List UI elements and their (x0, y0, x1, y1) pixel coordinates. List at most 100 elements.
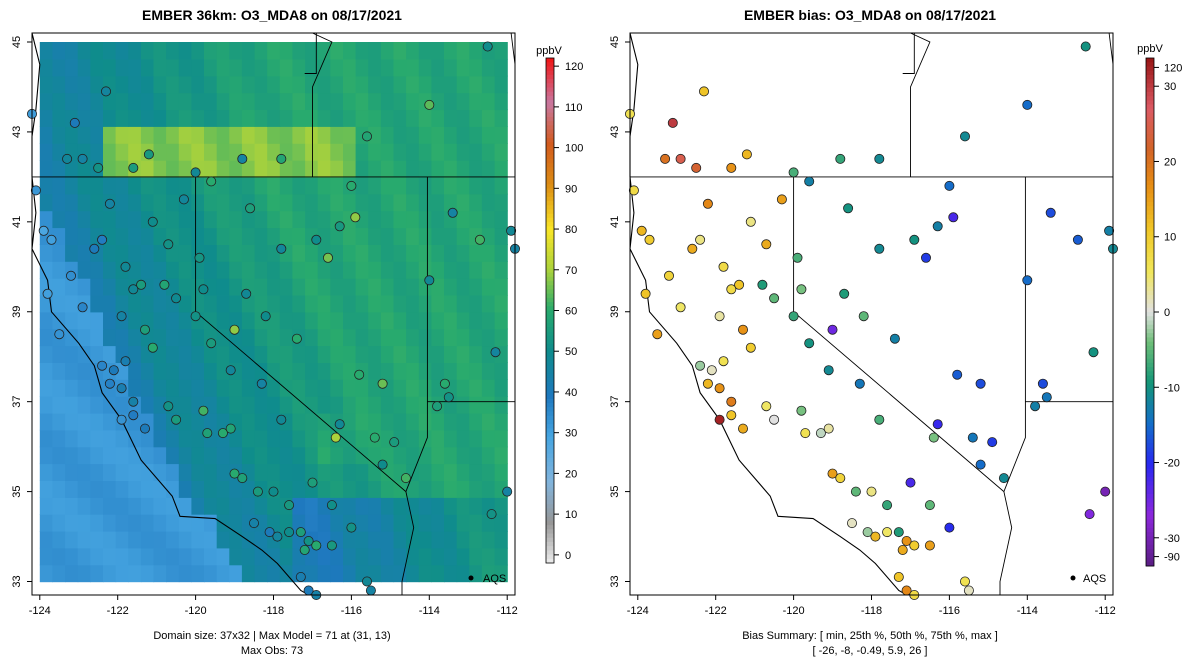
colorbar-tick-label: -20 (1164, 458, 1180, 470)
heatmap-cell (469, 109, 483, 127)
heatmap-cell (481, 278, 496, 296)
heatmap-cell (52, 547, 66, 566)
heatmap-cell (406, 328, 420, 347)
heatmap-cell (494, 379, 508, 397)
heatmap-cell (469, 463, 483, 481)
heatmap-cell (39, 412, 53, 431)
heatmap-cell (204, 463, 218, 481)
heatmap-cell (481, 463, 496, 481)
colorbar-tick-label: 60 (565, 306, 577, 318)
observation-point (108, 365, 119, 376)
heatmap-cell (140, 294, 155, 313)
heatmap-cell (140, 362, 155, 380)
bias-point (804, 176, 815, 187)
colorbar-segment (546, 297, 554, 303)
heatmap-cell (128, 227, 142, 245)
colorbar-segment (1146, 354, 1154, 359)
heatmap-cell (52, 396, 66, 414)
heatmap-cell (305, 58, 319, 77)
observation-point (268, 486, 279, 497)
heatmap-cell (456, 210, 470, 229)
bias-point (987, 437, 998, 448)
heatmap-cell (267, 227, 281, 245)
heatmap-cell (52, 564, 66, 583)
heatmap-cell (279, 547, 293, 566)
observation-point (424, 99, 435, 110)
colorbar-segment (1146, 345, 1154, 351)
colorbar-segment (546, 276, 554, 282)
colorbar-segment (1146, 138, 1154, 144)
heatmap-cell (128, 193, 142, 212)
heatmap-cell (216, 396, 230, 414)
observation-point (389, 437, 400, 448)
colorbar-segment (546, 407, 554, 412)
y-tick-label: 45 (609, 36, 621, 48)
colorbar-segment (546, 546, 554, 551)
heatmap-cell (254, 227, 268, 245)
heatmap-cell (166, 514, 180, 532)
heatmap-cell (77, 547, 91, 566)
heatmap-cell (444, 227, 458, 245)
state-border (910, 32, 931, 177)
colorbar-segment (1146, 295, 1154, 300)
heatmap-cell (191, 210, 205, 229)
heatmap-cell (204, 109, 218, 127)
heatmap-cell (292, 244, 306, 262)
colorbar-tick-label: 120 (565, 61, 583, 73)
heatmap-cell (456, 497, 470, 515)
heatmap-cell (39, 547, 53, 566)
heatmap-cell (115, 564, 129, 583)
heatmap-cell (469, 75, 483, 94)
colorbar-segment (1146, 206, 1154, 211)
heatmap-cell (178, 429, 192, 448)
colorbar-segment (1146, 185, 1154, 190)
colorbar-segment (1146, 108, 1154, 114)
colorbar-segment (1146, 172, 1154, 177)
heatmap-cell (216, 42, 230, 60)
heatmap-cell (153, 75, 167, 94)
heatmap-cell (90, 547, 104, 566)
heatmap-cell (481, 311, 496, 330)
heatmap-cell (166, 379, 180, 397)
bias-point (660, 153, 671, 164)
bias-point (823, 365, 834, 376)
heatmap-cell (39, 362, 53, 380)
observation-point (120, 261, 131, 272)
heatmap-cell (343, 311, 357, 330)
observation-point (147, 342, 158, 353)
heatmap-cell (204, 311, 218, 330)
colorbar-segment (546, 302, 554, 307)
colorbar-segment (546, 529, 554, 534)
colorbar-segment (1146, 303, 1154, 309)
observation-point (93, 162, 104, 173)
heatmap-cell (393, 446, 407, 465)
bias-point (664, 270, 675, 281)
heatmap-cell (216, 530, 230, 549)
colorbar-segment (546, 217, 554, 223)
colorbar-segment (546, 419, 554, 425)
heatmap-cell (178, 126, 192, 144)
colorbar-segment (546, 436, 554, 442)
observation-point (202, 428, 213, 439)
heatmap-cell (267, 497, 281, 515)
heatmap-cell (393, 412, 407, 431)
colorbar-segment (1146, 447, 1154, 453)
heatmap-cell (368, 244, 382, 262)
colorbar-segment (546, 382, 554, 387)
heatmap-cell (166, 176, 180, 195)
x-tick-label: -114 (419, 605, 440, 617)
heatmap-cell (393, 564, 407, 583)
heatmap-cell (52, 92, 66, 111)
heatmap-cell (292, 362, 306, 380)
heatmap-cell (153, 463, 167, 481)
heatmap-cell (469, 514, 483, 532)
heatmap-cell (77, 379, 91, 397)
heatmap-cell (153, 429, 167, 448)
heatmap-cell (279, 311, 293, 330)
heatmap-cell (77, 328, 91, 347)
heatmap-cell (65, 227, 79, 245)
heatmap-cell (216, 193, 230, 212)
observation-point (147, 216, 158, 227)
colorbar-segment (546, 83, 554, 88)
colorbar-segment (1146, 316, 1154, 321)
